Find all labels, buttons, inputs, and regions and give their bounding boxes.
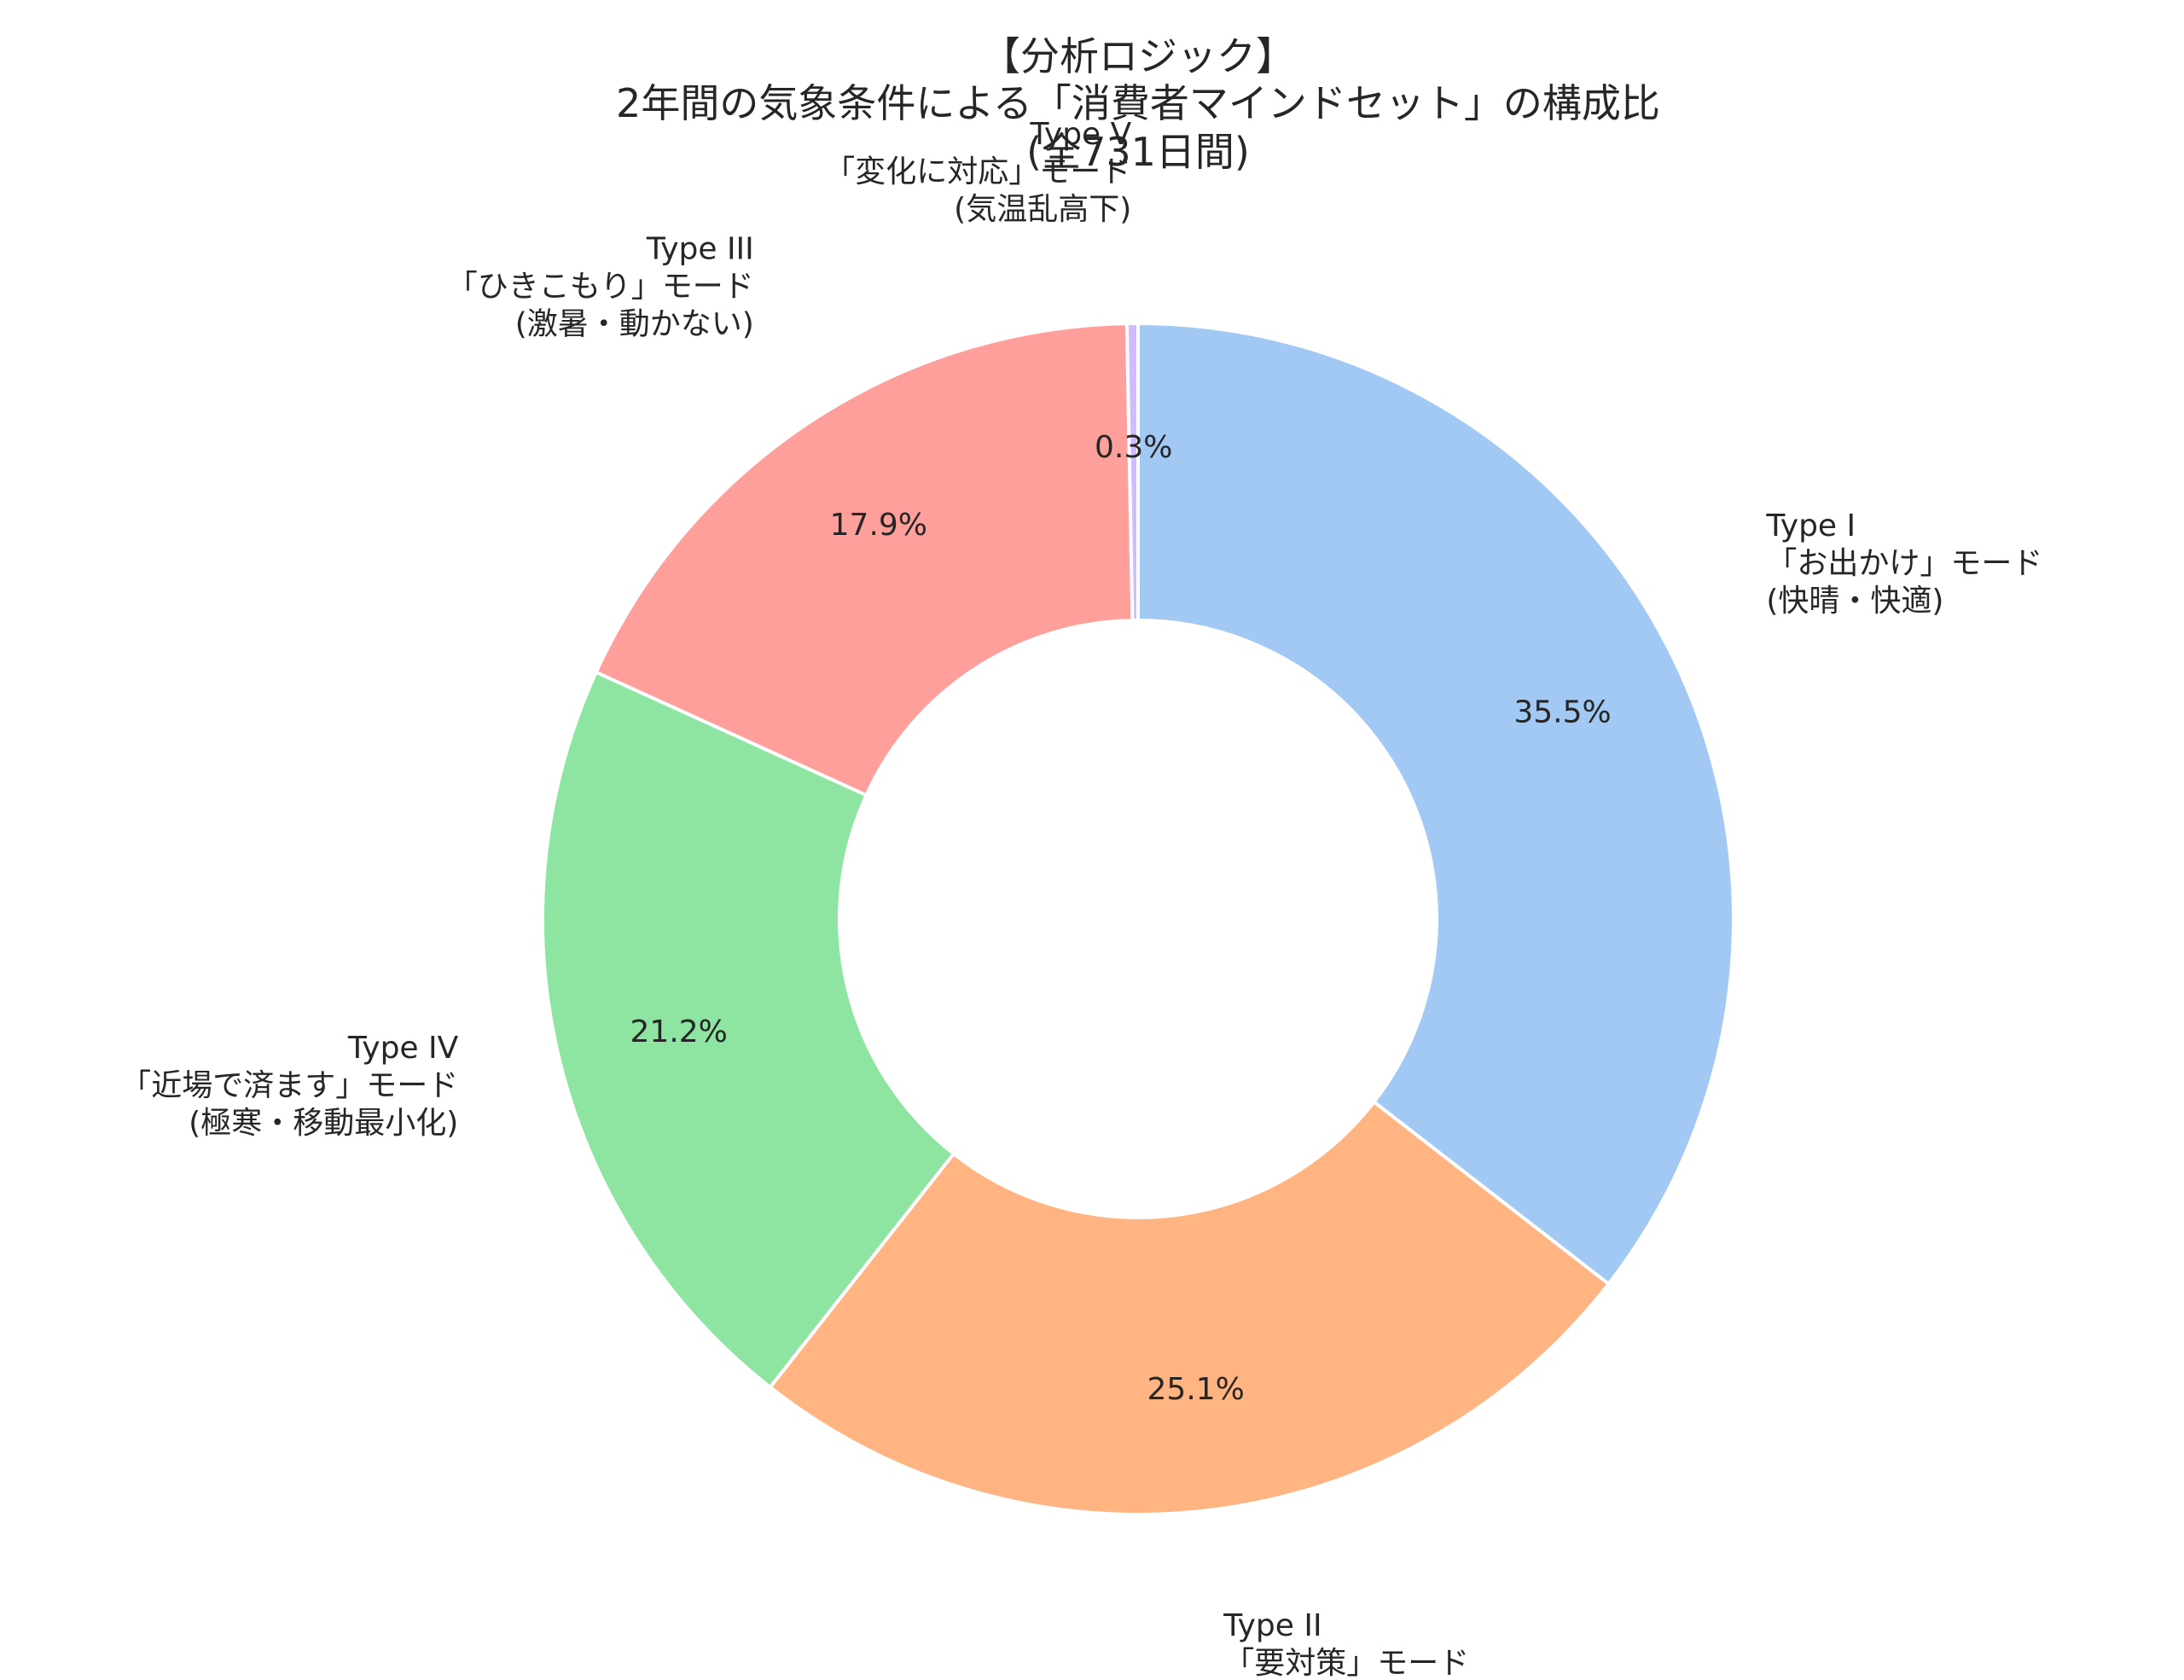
slice-label-2-line-2: 「要対策」モード <box>1223 1646 1469 1680</box>
slice-label-4-line-1: Type III <box>646 232 754 267</box>
slice-4 <box>594 322 1135 797</box>
donut-slices <box>541 322 1736 1516</box>
chart-title-line-3: (全731日間) <box>1026 129 1250 175</box>
pct-label-4: 17.9% <box>830 508 927 543</box>
slice-label-5: Type V「変化に対応」モード(気温乱高下) <box>824 117 1131 227</box>
slice-label-1-line-2: 「お出かけ」モード <box>1766 546 2042 581</box>
pct-label-1: 35.5% <box>1513 695 1611 730</box>
slice-label-4-line-3: (激暑・動かない) <box>515 307 754 342</box>
slice-label-5-line-3: (気温乱高下) <box>954 192 1131 227</box>
slice-label-2-line-1: Type II <box>1223 1608 1321 1643</box>
slice-label-3-line-1: Type IV <box>347 1031 459 1066</box>
chart-title-line-2: 2年間の気象条件による「消費者マインドセット」の構成比 <box>616 80 1660 126</box>
slice-label-5-line-2: 「変化に対応」モード <box>824 154 1131 189</box>
slice-label-1-line-3: (快晴・快適) <box>1766 584 1943 619</box>
slice-label-3-line-2: 「近場で済ます」モード <box>120 1068 458 1103</box>
chart-title-line-1: 【分析ロジック】 <box>981 33 1295 79</box>
slice-2 <box>768 1100 1611 1516</box>
chart-title: 【分析ロジック】2年間の気象条件による「消費者マインドセット」の構成比(全731… <box>616 33 1660 175</box>
slice-label-3-line-3: (極寒・移動最小化) <box>189 1106 458 1141</box>
slice-labels: Type I「お出かけ」モード(快晴・快適) Type II「要対策」モード(雨/… <box>120 117 2042 1680</box>
slice-3 <box>541 670 956 1389</box>
slice-label-3: Type IV「近場で済ます」モード(極寒・移動最小化) <box>120 1031 458 1141</box>
slice-label-1: Type I「お出かけ」モード(快晴・快適) <box>1765 509 2042 619</box>
slice-label-5-line-1: Type V <box>1030 117 1132 152</box>
slice-1 <box>1136 322 1736 1286</box>
pct-label-5: 0.3% <box>1095 430 1172 465</box>
slice-label-4: Type III「ひきこもり」モード(激暑・動かない) <box>447 232 754 342</box>
pct-label-3: 21.2% <box>630 1014 728 1049</box>
slice-label-1-line-1: Type I <box>1765 509 1856 544</box>
slice-5 <box>1124 322 1140 623</box>
slice-label-4-line-2: 「ひきこもり」モード <box>447 270 754 305</box>
pct-label-2: 25.1% <box>1147 1372 1245 1407</box>
percentage-labels: 35.5% 25.1% 21.2% 17.9% 0.3% <box>630 430 1612 1407</box>
slice-label-2: Type II「要対策」モード(雨/花粉・ストレス) <box>1223 1608 1469 1680</box>
